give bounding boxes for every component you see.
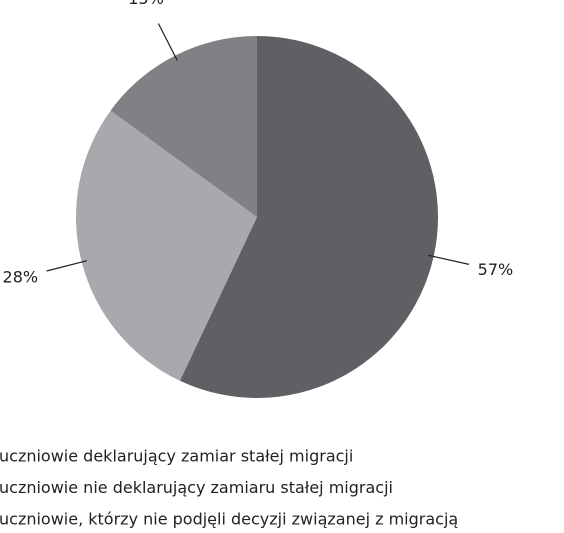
- leader-line: [428, 254, 470, 265]
- legend-label: uczniowie, którzy nie podjęli decyzji zw…: [0, 510, 458, 529]
- data-label: 28%: [3, 267, 39, 286]
- data-label: 15%: [128, 0, 164, 8]
- pie-slice: [110, 36, 257, 217]
- legend-label: uczniowie nie deklarujący zamiaru stałej…: [0, 478, 393, 497]
- pie-slice: [75, 110, 258, 381]
- leader-line: [157, 23, 178, 61]
- data-label: 57%: [478, 260, 514, 279]
- legend-label: uczniowie deklarujący zamiar stałej migr…: [0, 447, 353, 466]
- leader-line: [46, 260, 88, 272]
- pie-slice: [179, 36, 438, 398]
